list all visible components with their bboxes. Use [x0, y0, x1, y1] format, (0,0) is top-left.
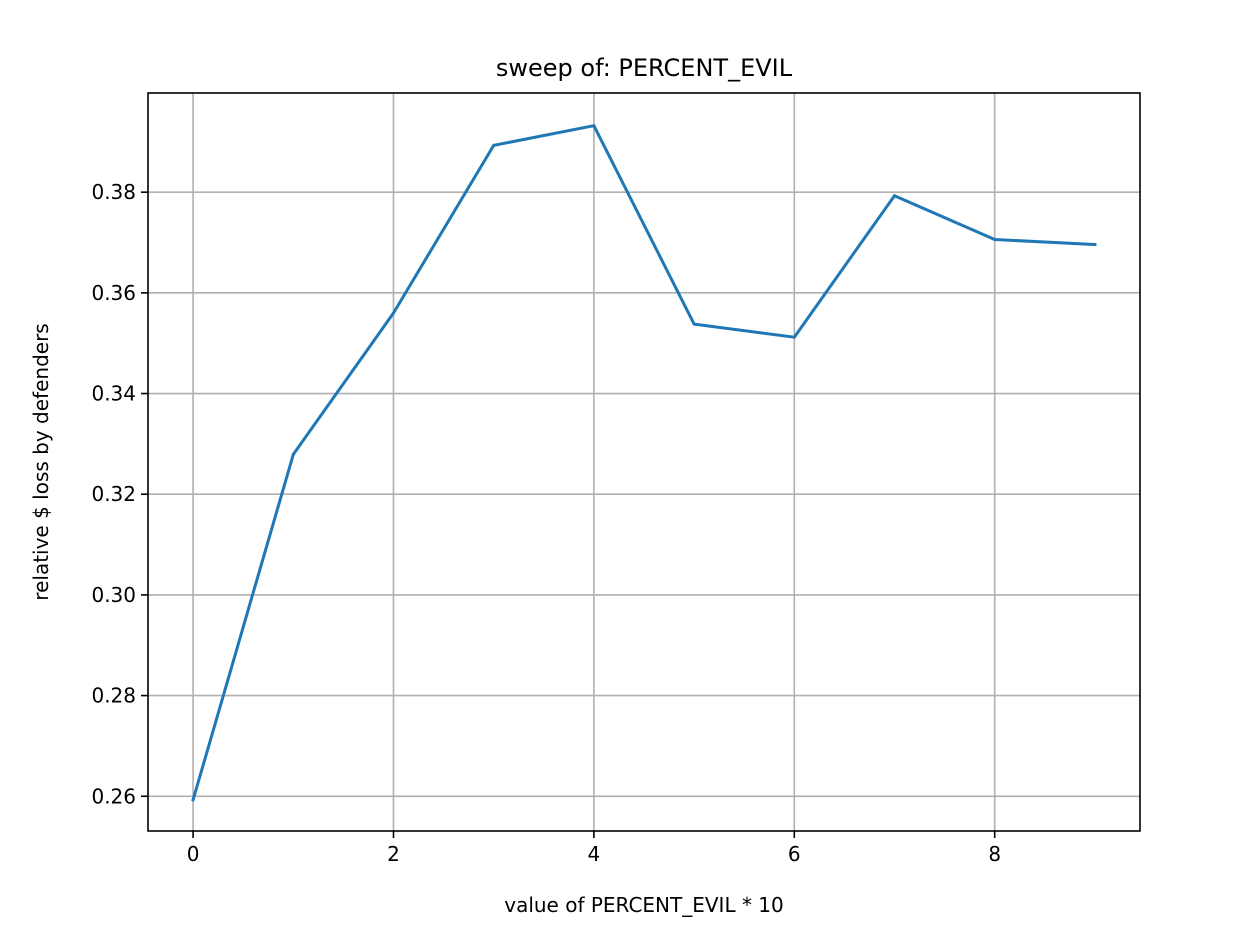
- series-layer: [191, 124, 1097, 802]
- data-point: [592, 124, 596, 128]
- data-point: [792, 335, 796, 339]
- x-tick-label: 8: [988, 842, 1001, 866]
- chart-title: sweep of: PERCENT_EVIL: [496, 54, 793, 82]
- y-tick-label: 0.26: [91, 784, 136, 808]
- y-axis-label: relative $ loss by defenders: [29, 323, 53, 600]
- y-tick-label: 0.36: [91, 281, 136, 305]
- y-tick-label: 0.34: [91, 382, 136, 406]
- x-axis-label: value of PERCENT_EVIL * 10: [504, 893, 784, 917]
- plot-frame: [147, 92, 1141, 832]
- data-point: [893, 194, 897, 198]
- x-tick-label: 4: [588, 842, 601, 866]
- data-point: [1093, 243, 1097, 247]
- data-point: [492, 143, 496, 147]
- data-point: [191, 798, 195, 802]
- data-point: [291, 452, 295, 456]
- y-tick-label: 0.30: [91, 583, 136, 607]
- data-point: [993, 237, 997, 241]
- x-tick-label: 6: [788, 842, 801, 866]
- y-tick-label: 0.28: [91, 684, 136, 708]
- data-point: [692, 322, 696, 326]
- x-axis-ticks: 0 2 4 6 8: [187, 831, 1001, 866]
- data-point: [391, 311, 395, 315]
- x-tick-label: 2: [387, 842, 400, 866]
- series-line: [191, 124, 1097, 802]
- grid: [148, 93, 1140, 831]
- y-axis-ticks: 0.26 0.28 0.30 0.32 0.34 0.36 0.38: [91, 180, 148, 808]
- y-tick-label: 0.38: [91, 180, 136, 204]
- x-tick-label: 0: [187, 842, 200, 866]
- y-tick-label: 0.32: [91, 482, 136, 506]
